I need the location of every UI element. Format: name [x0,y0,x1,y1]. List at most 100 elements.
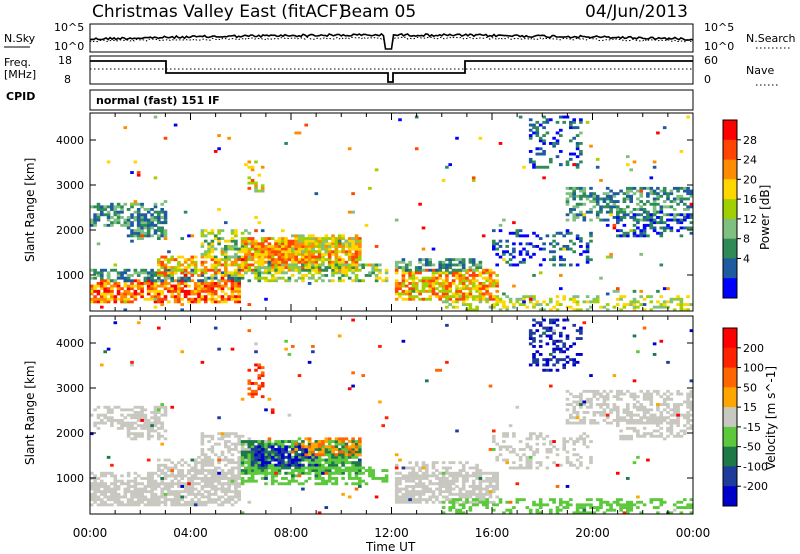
heatmap-cell [468,308,473,312]
heatmap-cell [93,490,97,494]
heatmap-cell [294,268,298,272]
heatmap-cell [569,358,573,362]
heatmap-cell [317,458,322,462]
heatmap-cell [622,223,627,227]
heatmap-cell [334,245,339,248]
heatmap-cell [589,405,593,409]
heatmap-cell [103,490,107,494]
heatmap-cell [110,471,114,475]
heatmap-cell [465,303,469,306]
heatmap-cell [311,274,315,277]
heatmap-cell [458,289,463,293]
heatmap-cell [96,213,101,217]
heatmap-cell [337,471,342,475]
heatmap-cell [468,495,473,499]
heatmap-cell [143,276,148,280]
heatmap-cell [358,255,362,259]
heatmap-cell [676,197,680,201]
heatmap-cell [344,461,349,465]
heatmap-cell [441,289,446,293]
heatmap-cell [431,492,436,496]
heatmap-cell [337,242,342,246]
heatmap-cell [160,202,164,206]
heatmap-cell [438,492,442,496]
heatmap-cell [331,260,335,264]
heatmap-cell [133,411,138,414]
heatmap-cell [160,274,164,277]
heatmap-cell [341,234,345,238]
colorbar-tick-label: 12 [743,213,757,226]
heatmap-cell [150,208,154,211]
heatmap-cell [260,477,265,480]
heatmap-cell [518,260,523,264]
heatmap-cell [116,503,121,507]
heatmap-cell [404,268,409,272]
heatmap-cell [257,252,262,256]
heatmap-cell [277,461,282,465]
heatmap-cell [277,455,282,459]
heatmap-cell [602,197,607,201]
heatmap-cell [629,303,633,306]
freq-panel: Freq. [MHz] 18 8 60 0 Nave [4,54,780,86]
heatmap-cell [448,163,452,167]
heatmap-cell [565,389,570,393]
heatmap-cell [341,237,345,240]
heatmap-cell [549,318,553,322]
heatmap-cell [281,255,285,259]
heatmap-cell [120,421,124,425]
heatmap-cell [512,450,516,454]
heatmap-cell [582,202,587,206]
heatmap-cell [157,426,161,430]
heatmap-cell [307,461,312,465]
heatmap-cell [304,466,308,470]
heatmap-cell [585,245,590,248]
heatmap-cell [371,263,375,267]
heatmap-cell [167,498,171,502]
heatmap-cell [230,469,235,472]
heatmap-cell [626,408,630,412]
heatmap-cell [662,126,667,130]
heatmap-cell [438,490,442,494]
heatmap-cell [471,482,476,486]
heatmap-cell [569,194,573,198]
heatmap-cell [572,213,576,217]
heatmap-cell [354,477,359,480]
heatmap-cell [642,395,647,399]
heatmap-cell [163,477,168,480]
heatmap-cell [250,258,255,262]
heatmap-cell [267,260,272,264]
heatmap-cell [411,485,416,488]
heatmap-cell [549,250,553,254]
heatmap-cell [428,258,432,262]
heatmap-cell [163,405,168,409]
heatmap-cell [451,263,456,267]
heatmap-cell [130,300,134,304]
heatmap-cell [260,229,265,233]
heatmap-cell [562,258,566,262]
heatmap-cell [495,303,499,306]
heatmap-cell [595,200,600,203]
heatmap-cell [227,295,231,299]
heatmap-cell [471,176,476,180]
heatmap-cell [123,289,128,293]
heatmap-cell [522,303,526,306]
heatmap-cell [324,237,329,240]
heatmap-cell [642,411,647,414]
heatmap-cell [237,477,241,480]
heatmap-cell [90,276,94,280]
heatmap-cell [528,461,533,465]
heatmap-cell [167,282,171,285]
heatmap-cell [281,448,285,451]
heatmap-cell [224,247,228,251]
heatmap-cell [468,490,473,494]
heatmap-cell [203,266,208,269]
heatmap-cell [180,297,184,301]
heatmap-cell [234,274,238,277]
heatmap-cell [475,305,479,309]
heatmap-cell [150,498,154,502]
heatmap-cell [213,297,218,301]
heatmap-cell [646,210,650,214]
heatmap-cell [629,300,633,304]
heatmap-cell [468,282,473,285]
heatmap-cell [213,500,218,504]
